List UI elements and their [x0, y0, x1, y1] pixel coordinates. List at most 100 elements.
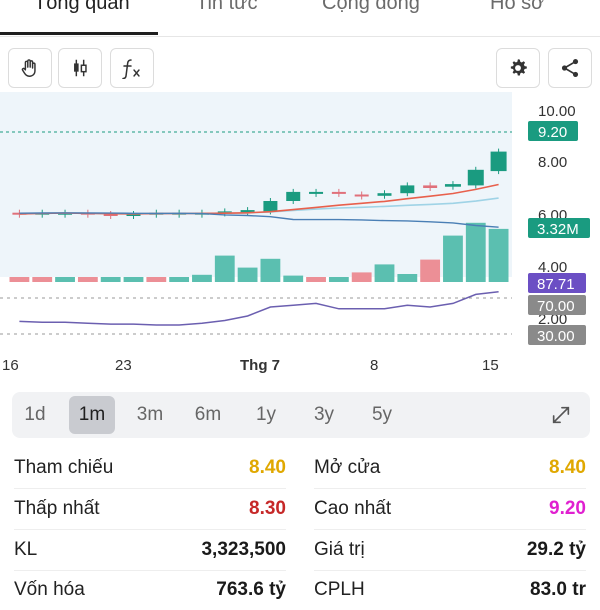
volume-bar [351, 272, 372, 282]
expand-icon [552, 406, 570, 424]
candle [444, 184, 461, 187]
chart-toolbar [0, 48, 600, 88]
stat-value: 29.2 tỷ [526, 539, 586, 560]
volume-badge-bg [528, 218, 590, 238]
volume-bar [443, 235, 463, 282]
candle-type-button[interactable] [58, 48, 102, 88]
candle [263, 201, 278, 212]
stat-high: Cao nhất 9.20 [314, 489, 586, 530]
price-chart[interactable]: 10.00 8.00 6.00 4.00 2.00 9.20 3.32M 87.… [0, 92, 600, 382]
stat-value-traded: Giá trị 29.2 tỷ [314, 530, 586, 571]
expand-button[interactable] [546, 400, 576, 430]
ma-blue-line [19, 212, 499, 228]
volume-bar [9, 277, 30, 282]
x-label-month: Thg 7 [240, 357, 280, 374]
rsi-lower-badge: 30.00 [537, 328, 575, 345]
stat-value: 763.6 tỷ [216, 579, 286, 600]
period-6m[interactable]: 6m [194, 404, 222, 425]
stat-label: Thấp nhất [14, 498, 100, 519]
y-tick-8: 8.00 [538, 154, 567, 171]
rsi-lower-badge-bg [528, 325, 586, 345]
top-tabs: Tổng quan Tin tức Cộng đồng Hồ sơ [0, 0, 600, 37]
stat-volume: KL 3,323,500 [14, 530, 286, 571]
volume-badge: 3.32M [537, 221, 579, 238]
x-label-15: 15 [482, 357, 499, 374]
stat-label: CPLH [314, 579, 365, 600]
stat-label: Tham chiếu [14, 457, 114, 478]
volume-bar [100, 277, 121, 282]
tab-profile[interactable]: Hồ sơ [490, 0, 545, 14]
y-tick-10: 10.00 [538, 103, 576, 120]
stat-label: Mở cửa [314, 457, 381, 478]
share-icon [561, 59, 579, 77]
x-label-23: 23 [115, 357, 132, 374]
candle [309, 191, 324, 194]
volume-bar [420, 259, 441, 282]
volume-bar [260, 258, 281, 282]
candlestick-icon [74, 59, 87, 77]
candle [467, 169, 484, 186]
gear-icon [510, 59, 527, 76]
function-icon [122, 59, 140, 79]
candle [126, 214, 141, 216]
period-1m[interactable]: 1m [69, 396, 115, 434]
tab-news[interactable]: Tin tức [196, 0, 258, 14]
volume-bar [55, 277, 75, 282]
volume-bar [374, 264, 395, 282]
hand-tool-button[interactable] [8, 48, 52, 88]
stat-label: Cao nhất [314, 498, 392, 519]
period-3m[interactable]: 3m [136, 404, 164, 425]
indicator-button[interactable] [110, 48, 154, 88]
stat-value: 3,323,500 [201, 539, 286, 560]
active-tab-indicator [0, 32, 158, 35]
candle [286, 191, 301, 201]
y-tick-4: 4.00 [538, 259, 567, 276]
stat-open: Mở cửa 8.40 [314, 448, 586, 489]
candle [490, 151, 507, 172]
candle [377, 193, 392, 196]
stat-value: 8.40 [549, 457, 586, 478]
period-5y[interactable]: 5y [371, 404, 393, 425]
chart-svg: 10.00 8.00 6.00 4.00 2.00 9.20 3.32M 87.… [0, 92, 590, 374]
volume-group [9, 222, 509, 282]
stat-label: KL [14, 539, 38, 560]
stat-low: Thấp nhất 8.30 [14, 489, 286, 530]
stat-label: Giá trị [314, 539, 365, 560]
period-1d[interactable]: 1d [24, 404, 46, 425]
price-badge: 9.20 [538, 124, 567, 141]
volume-bar [465, 222, 486, 282]
candle [423, 185, 438, 188]
rsi-line [19, 290, 499, 326]
stat-shares-outstanding: CPLH 83.0 tr [314, 570, 586, 610]
candle [354, 194, 369, 197]
stat-value: 9.20 [549, 498, 586, 519]
hand-icon [21, 59, 36, 77]
candle [240, 210, 255, 213]
settings-button[interactable] [496, 48, 540, 88]
volume-bar [146, 277, 167, 282]
volume-bar [169, 277, 190, 282]
stat-value: 8.30 [249, 498, 286, 519]
stat-market-cap: Vốn hóa 763.6 tỷ [14, 570, 286, 610]
x-label-16: 16 [2, 357, 19, 374]
rsi-upper-badge-bg [528, 295, 586, 315]
y-tick-2: 2.00 [538, 311, 567, 328]
volume-bar [123, 277, 144, 282]
rsi-upper-badge: 70.00 [537, 298, 575, 315]
rsi-badge: 87.71 [537, 276, 575, 293]
candle [400, 185, 415, 194]
x-label-8: 8 [370, 357, 378, 374]
volume-bar [283, 275, 304, 282]
stat-reference: Tham chiếu 8.40 [14, 448, 286, 489]
share-button[interactable] [548, 48, 592, 88]
period-1y[interactable]: 1y [255, 404, 277, 425]
tab-overview[interactable]: Tổng quan [34, 0, 130, 14]
price-panel-bg [0, 92, 512, 277]
tab-community[interactable]: Cộng đồng [322, 0, 420, 14]
volume-bar [32, 277, 53, 282]
stat-label: Vốn hóa [14, 579, 85, 600]
volume-bar [214, 255, 235, 282]
period-3y[interactable]: 3y [313, 404, 335, 425]
candle [217, 211, 232, 214]
stat-value: 8.40 [249, 457, 286, 478]
